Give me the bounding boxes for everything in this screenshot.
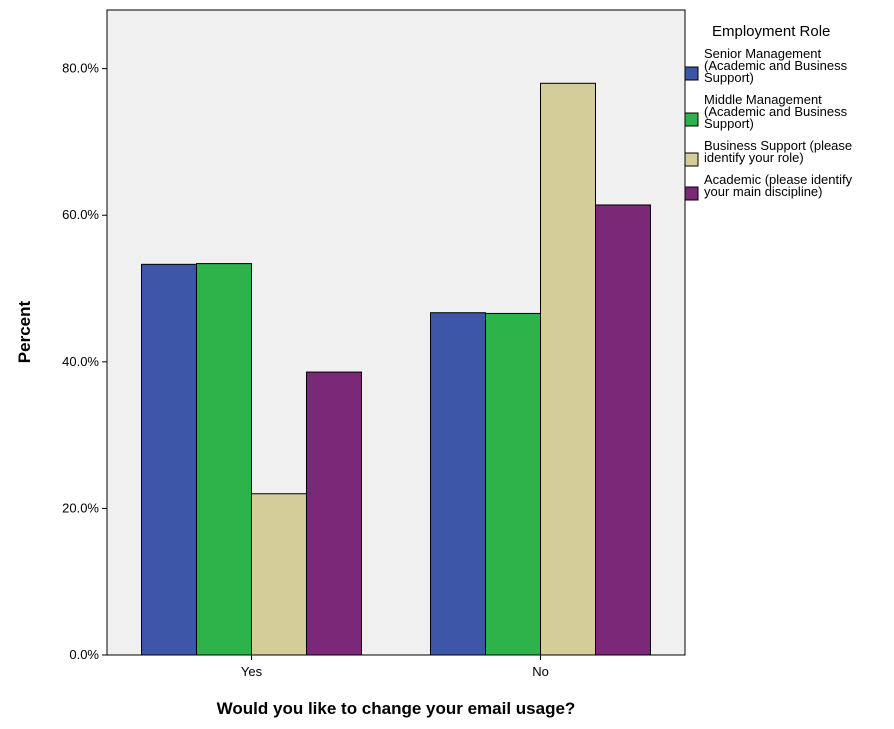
y-axis-title: Percent (15, 300, 34, 363)
legend-item: Academic (please identify your main disci… (684, 172, 853, 201)
legend-label: Academic (please identify your main disci… (704, 172, 853, 199)
x-axis-title: Would you like to change your email usag… (217, 699, 576, 718)
y-axis: 0.0% 20.0% 40.0% 60.0% 80.0% (62, 61, 107, 662)
bar (251, 493, 307, 656)
legend-item: Middle Management (Academic and Business S… (684, 92, 848, 131)
y-tick-label: 40.0% (62, 354, 99, 369)
bar (485, 312, 541, 656)
legend: Employment Role Senior Management (Academ… (684, 23, 853, 201)
legend-title: Employment Role (712, 23, 830, 40)
bar (141, 263, 197, 656)
legend-item: Business Support (please identify your ro… (684, 138, 852, 167)
y-tick-label: 60.0% (62, 207, 99, 222)
y-tick-label: 80.0% (62, 61, 99, 76)
legend-item: Senior Management (Academic and Business S… (684, 46, 848, 85)
legend-label: Senior Management (Academic and Business S… (704, 46, 848, 85)
bar (430, 312, 486, 656)
legend-swatch (684, 112, 699, 127)
legend-swatch (684, 186, 699, 201)
y-tick-label: 0.0% (69, 647, 99, 662)
y-tick-label: 20.0% (62, 500, 99, 515)
x-tick-label: Yes (241, 664, 263, 679)
legend-swatch (684, 152, 699, 167)
bar (540, 82, 596, 656)
bar (196, 263, 252, 656)
legend-label: Business Support (please identify your ro… (704, 138, 852, 165)
x-axis: Yes No (241, 655, 549, 679)
bars-group (141, 82, 651, 656)
x-tick-label: No (532, 664, 549, 679)
bar (595, 204, 651, 656)
legend-swatch (684, 66, 699, 81)
bar (306, 371, 362, 656)
legend-label: Middle Management (Academic and Business S… (704, 92, 848, 131)
